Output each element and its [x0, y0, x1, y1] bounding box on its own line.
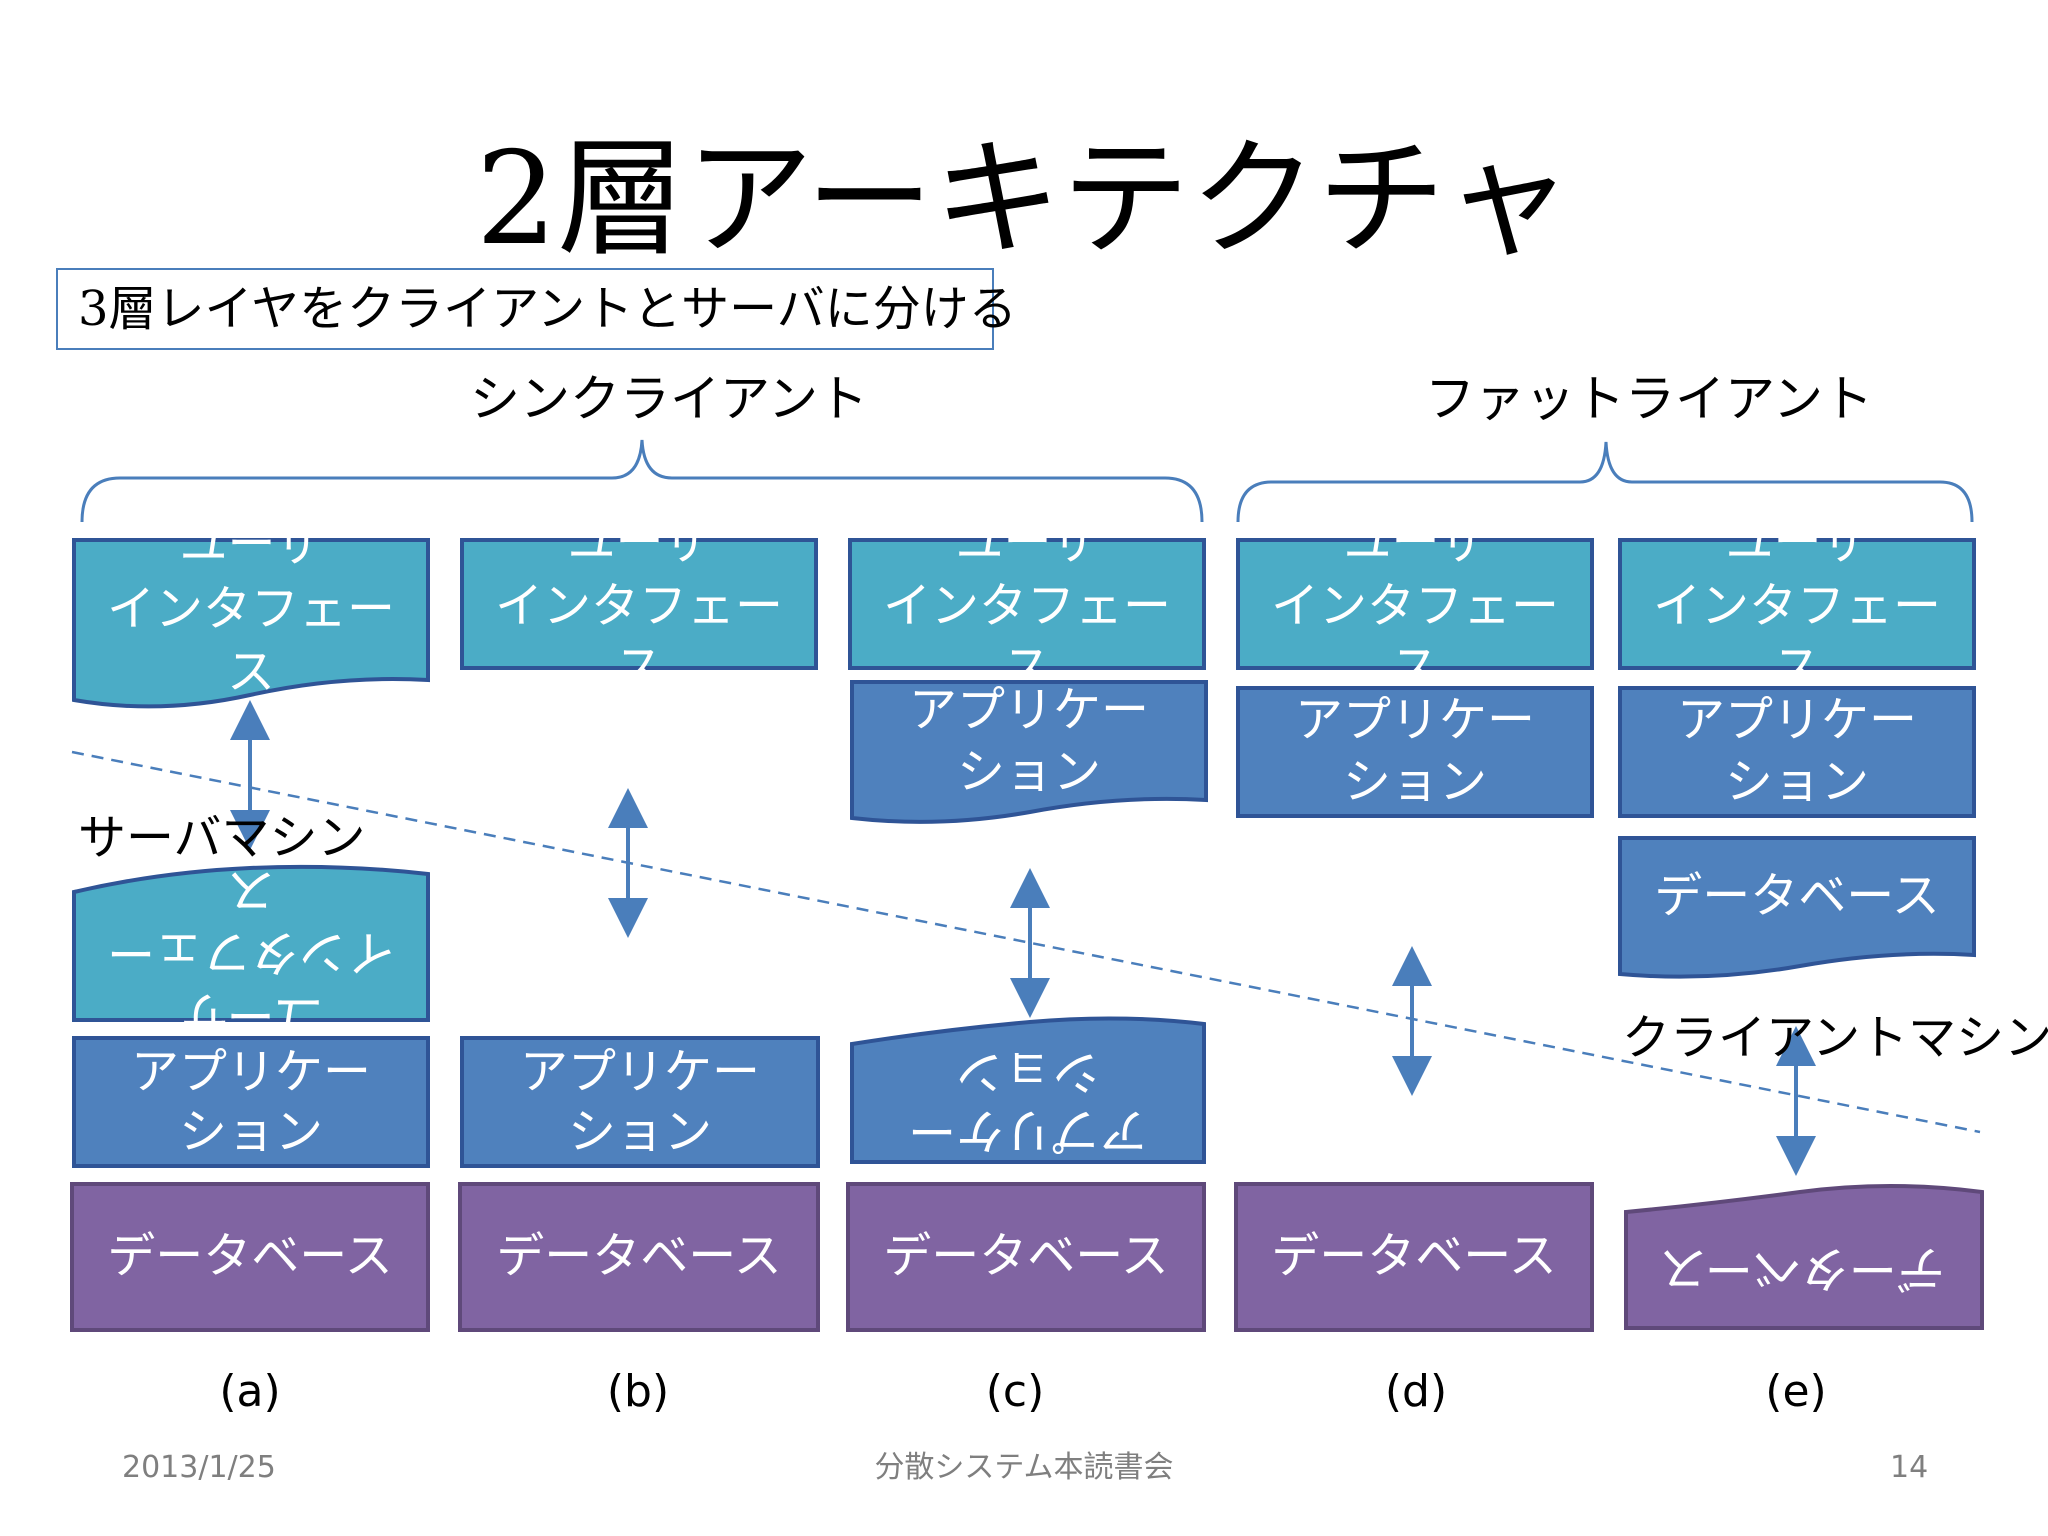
app-layer-e-line1: アプリケー	[1677, 692, 1917, 748]
ui-layer-c-line2: インタフェー	[883, 578, 1171, 634]
ui-layer-b	[460, 538, 818, 670]
client-machine-label: クライアントマシン	[1622, 1010, 2048, 1066]
app-layer-a-line2: ション	[179, 1104, 323, 1160]
column-a: ユーザ インタフェー ス ユーザ インタフェー ス アプリケー ション データベ…	[70, 516, 430, 1332]
db-layer-e-bottom	[1624, 1184, 1984, 1330]
app-layer-c-top	[850, 680, 1208, 824]
ui-layer-a-bottom	[72, 864, 430, 1022]
ui-layer-e-line2: インタフェー	[1653, 578, 1941, 634]
subtitle-box	[56, 268, 994, 350]
app-layer-c-top-line2: ション	[957, 744, 1101, 800]
app-layer-d-line2: ション	[1343, 754, 1487, 810]
slide-title: 2層アーキテクチャ	[475, 125, 1573, 274]
column-e: ユーザ インタフェー ス アプリケー ション データベース データベース	[1618, 514, 1984, 1330]
ui-layer-c	[848, 538, 1206, 670]
db-layer-d-label: データベース	[1271, 1228, 1557, 1284]
app-layer-b	[460, 1036, 820, 1168]
column-label-d: (d)	[1385, 1366, 1447, 1417]
ui-layer-b-line3: ス	[615, 640, 663, 696]
ui-layer-e-line1: ユーザ	[1725, 514, 1868, 570]
ui-layer-a-top-line1: ユーザ	[179, 516, 322, 572]
db-layer-c	[846, 1182, 1206, 1332]
app-layer-b-line2: ション	[568, 1104, 712, 1160]
thin-client-label: シンクライアント	[470, 370, 868, 428]
ui-layer-a-bottom-line2: インタフェー	[107, 924, 395, 980]
ui-layer-a-bottom-line1: ユーザ	[179, 986, 322, 1042]
app-layer-e-line2: ション	[1725, 754, 1869, 810]
app-layer-c-bottom-line2: ション	[956, 1044, 1100, 1100]
footer-date: 2013/1/25	[122, 1450, 276, 1485]
ui-layer-d-line1: ユーザ	[1343, 514, 1486, 570]
app-layer-e	[1618, 686, 1976, 818]
column-d: ユーザ インタフェー ス アプリケー ション データベース	[1234, 514, 1594, 1332]
app-layer-c-bottom	[850, 1016, 1206, 1164]
column-label-a: (a)	[219, 1366, 280, 1417]
column-label-b: (b)	[607, 1366, 669, 1417]
ui-layer-e	[1618, 538, 1976, 670]
db-layer-a-label: データベース	[107, 1228, 393, 1284]
column-c: ユーザ インタフェー ス アプリケー ション アプリケー ション データベース	[846, 514, 1208, 1332]
app-layer-d	[1236, 686, 1594, 818]
db-layer-d	[1234, 1182, 1594, 1332]
fat-client-label: ファットライアント	[1425, 370, 1873, 428]
db-layer-e-top	[1618, 836, 1976, 979]
footer-page-number: 14	[1890, 1450, 1929, 1485]
ui-layer-a-top	[72, 538, 430, 709]
db-layer-b	[458, 1182, 820, 1332]
column-label-e: (e)	[1765, 1366, 1826, 1417]
column-label-c: (c)	[986, 1366, 1045, 1417]
server-machine-label: サーバマシン	[78, 810, 366, 866]
ui-layer-a-top-line3: ス	[227, 644, 275, 700]
db-layer-c-label: データベース	[883, 1228, 1169, 1284]
subtitle-text: 3層レイヤをクライアントとサーバに分ける	[78, 281, 1017, 337]
db-layer-e-bottom-label: データベース	[1659, 1240, 1945, 1296]
ui-layer-d-line2: インタフェー	[1271, 578, 1559, 634]
app-layer-a-line1: アプリケー	[131, 1044, 371, 1100]
app-layer-c-bottom-line1: アプリケー	[908, 1102, 1148, 1158]
ui-layer-c-line1: ユーザ	[955, 514, 1098, 570]
db-layer-b-label: データベース	[496, 1228, 782, 1284]
ui-layer-a-top-line2: インタフェー	[107, 581, 395, 637]
app-layer-d-line1: アプリケー	[1295, 692, 1535, 748]
ui-layer-b-line2: インタフェー	[495, 578, 783, 634]
db-layer-e-top-label: データベース	[1654, 868, 1940, 924]
app-layer-a	[72, 1036, 430, 1168]
ui-layer-d	[1236, 538, 1594, 670]
fat-client-brace	[1236, 441, 1974, 523]
split-dashed-line	[71, 750, 1981, 1134]
ui-layer-a-bottom-line3: ス	[227, 862, 275, 918]
column-b: ユーザ インタフェー ス アプリケー ション データベース	[458, 514, 820, 1332]
app-layer-b-line1: アプリケー	[520, 1044, 760, 1100]
ui-layer-b-line1: ユーザ	[567, 514, 710, 570]
app-layer-c-top-line1: アプリケー	[909, 682, 1149, 738]
thin-client-brace	[80, 439, 1204, 523]
footer-title: 分散システム本読書会	[874, 1450, 1174, 1485]
db-layer-a	[70, 1182, 430, 1332]
